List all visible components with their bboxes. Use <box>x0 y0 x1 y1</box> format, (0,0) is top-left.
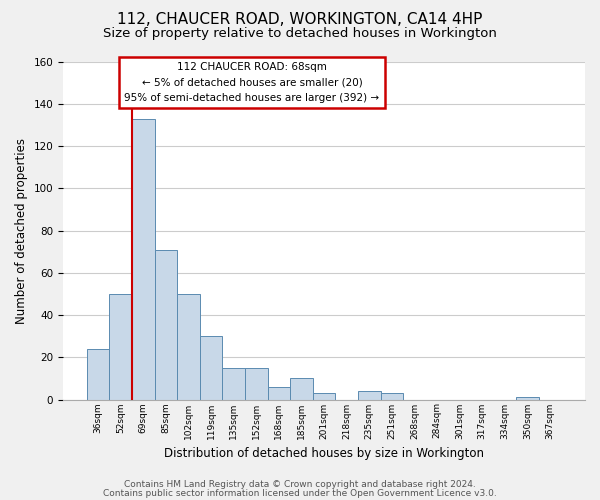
Bar <box>177 294 200 400</box>
Bar <box>268 387 290 400</box>
Y-axis label: Number of detached properties: Number of detached properties <box>15 138 28 324</box>
Bar <box>380 393 403 400</box>
Bar <box>132 118 155 400</box>
Text: 112 CHAUCER ROAD: 68sqm
← 5% of detached houses are smaller (20)
95% of semi-det: 112 CHAUCER ROAD: 68sqm ← 5% of detached… <box>124 62 380 102</box>
Bar <box>87 349 109 400</box>
Bar <box>245 368 268 400</box>
Bar <box>358 391 380 400</box>
Bar <box>109 294 132 400</box>
Text: Size of property relative to detached houses in Workington: Size of property relative to detached ho… <box>103 28 497 40</box>
Bar <box>223 368 245 400</box>
Bar <box>313 393 335 400</box>
Text: Contains HM Land Registry data © Crown copyright and database right 2024.: Contains HM Land Registry data © Crown c… <box>124 480 476 489</box>
Text: 112, CHAUCER ROAD, WORKINGTON, CA14 4HP: 112, CHAUCER ROAD, WORKINGTON, CA14 4HP <box>118 12 482 28</box>
Bar <box>200 336 223 400</box>
Bar <box>290 378 313 400</box>
Bar <box>516 398 539 400</box>
X-axis label: Distribution of detached houses by size in Workington: Distribution of detached houses by size … <box>164 447 484 460</box>
Text: Contains public sector information licensed under the Open Government Licence v3: Contains public sector information licen… <box>103 488 497 498</box>
Bar <box>155 250 177 400</box>
